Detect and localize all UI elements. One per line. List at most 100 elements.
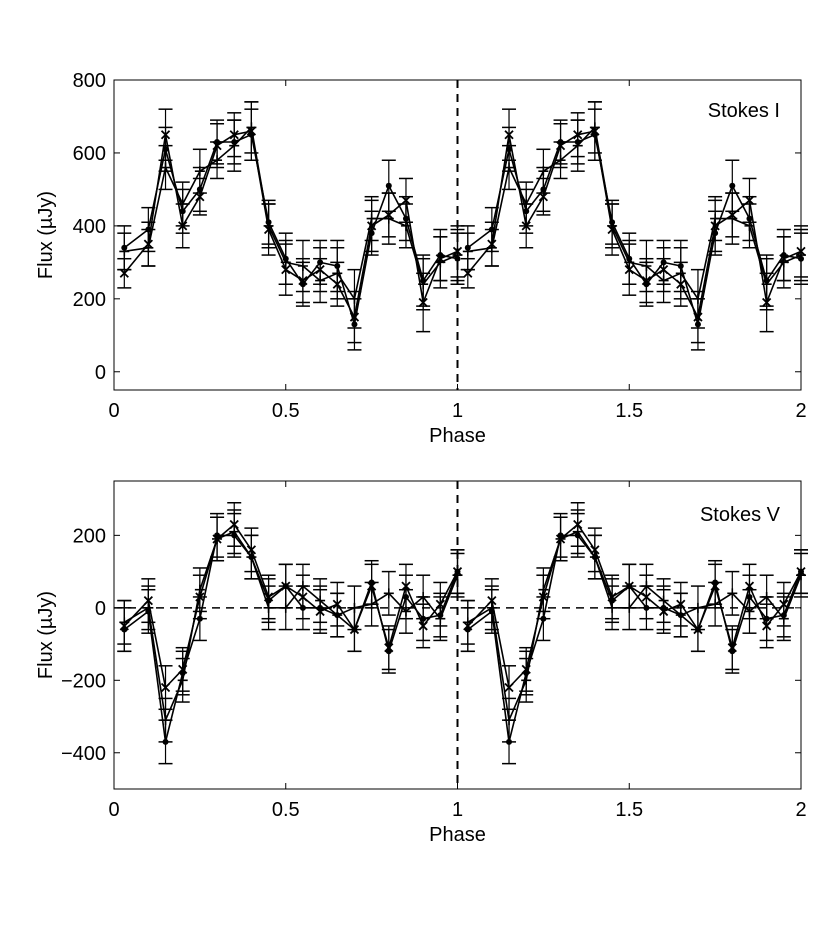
data-point — [385, 648, 392, 655]
data-point — [591, 131, 598, 138]
data-point — [727, 213, 738, 224]
x-tick-label: 1.5 — [615, 400, 643, 422]
x-tick-label: 1.5 — [615, 799, 643, 821]
data-point — [523, 670, 530, 677]
data-point — [383, 213, 394, 224]
data-point — [609, 219, 616, 226]
data-point — [162, 146, 169, 153]
data-point — [179, 208, 186, 215]
data-point — [763, 615, 770, 622]
x-tick-label: 1 — [452, 799, 463, 821]
data-point — [557, 532, 564, 539]
data-point — [464, 244, 471, 251]
series-line — [123, 523, 459, 689]
y-tick-label: 0 — [95, 598, 106, 620]
data-point — [504, 682, 514, 693]
x-tick-label: 0.5 — [272, 799, 300, 821]
data-point — [119, 268, 129, 278]
series-line — [124, 126, 458, 300]
data-point — [694, 626, 701, 633]
data-point — [214, 139, 221, 145]
series-line — [467, 530, 802, 722]
data-point — [145, 226, 152, 233]
data-point — [317, 259, 324, 266]
data-point — [523, 208, 530, 215]
data-point — [368, 579, 375, 586]
data-point — [626, 583, 633, 590]
data-point — [231, 532, 238, 539]
data-point — [231, 139, 238, 145]
data-point — [368, 230, 375, 237]
data-point — [248, 554, 255, 561]
y-tick-label: 200 — [73, 525, 106, 547]
y-tick-label: −200 — [61, 670, 106, 692]
data-point — [660, 259, 667, 266]
y-axis-label: Flux (µJy) — [35, 191, 57, 279]
data-point — [538, 584, 549, 595]
data-point — [385, 182, 392, 189]
panel-annotation: Stokes I — [708, 100, 780, 122]
data-point — [402, 593, 409, 600]
series-line — [467, 133, 802, 326]
data-point — [282, 255, 289, 262]
x-tick-label: 0 — [108, 400, 119, 422]
data-point — [574, 532, 581, 539]
data-point — [506, 146, 513, 153]
data-point — [420, 615, 427, 622]
data-point — [798, 568, 804, 575]
data-point — [145, 608, 152, 615]
series-line — [123, 530, 459, 722]
series-line — [123, 133, 458, 326]
data-point — [464, 626, 471, 633]
x-tick-label: 0.5 — [272, 400, 300, 422]
data-point — [763, 277, 770, 284]
data-point — [609, 597, 616, 604]
data-point — [746, 593, 753, 600]
series-2 — [117, 509, 808, 743]
data-point — [591, 554, 598, 561]
series-line — [123, 534, 459, 743]
series-line — [467, 126, 802, 300]
data-point — [265, 597, 272, 604]
data-point — [540, 186, 547, 193]
y-tick-label: 400 — [73, 216, 106, 238]
data-point — [712, 579, 719, 586]
data-point — [299, 604, 306, 611]
data-point — [383, 588, 394, 599]
data-point — [643, 281, 650, 288]
series-3 — [117, 108, 808, 351]
top-panel: 0 0.5 1 1.5 2 0 200 400 600 800 Phase Flux (µJy) Sto… — [35, 70, 808, 447]
y-tick-label: 600 — [73, 143, 106, 165]
data-point — [162, 738, 169, 745]
data-point — [214, 532, 221, 539]
data-point — [643, 604, 650, 611]
x-tick-label: 1 — [452, 400, 463, 422]
data-point — [196, 615, 203, 622]
data-point — [712, 230, 719, 237]
data-point — [437, 612, 444, 619]
data-point — [420, 277, 427, 284]
x-tick-label: 2 — [795, 400, 806, 422]
data-point — [557, 139, 564, 145]
data-point — [454, 568, 461, 575]
data-point — [265, 219, 272, 226]
data-point — [780, 252, 787, 259]
data-point — [729, 648, 736, 655]
data-point — [160, 682, 171, 693]
panel-annotation: Stokes V — [700, 504, 781, 526]
data-point — [727, 588, 738, 599]
x-axis-label: Phase — [429, 824, 486, 846]
data-point — [660, 604, 667, 611]
data-point — [626, 255, 633, 262]
data-point — [677, 263, 684, 269]
data-point — [334, 612, 341, 619]
data-point — [282, 583, 289, 590]
data-point — [196, 186, 203, 193]
data-point — [248, 131, 255, 138]
data-point — [729, 182, 736, 189]
data-point — [454, 255, 461, 262]
data-point — [694, 321, 701, 328]
y-tick-label: −400 — [61, 743, 106, 765]
y-axis-label: Flux (µJy) — [35, 591, 57, 679]
data-point — [798, 255, 804, 262]
